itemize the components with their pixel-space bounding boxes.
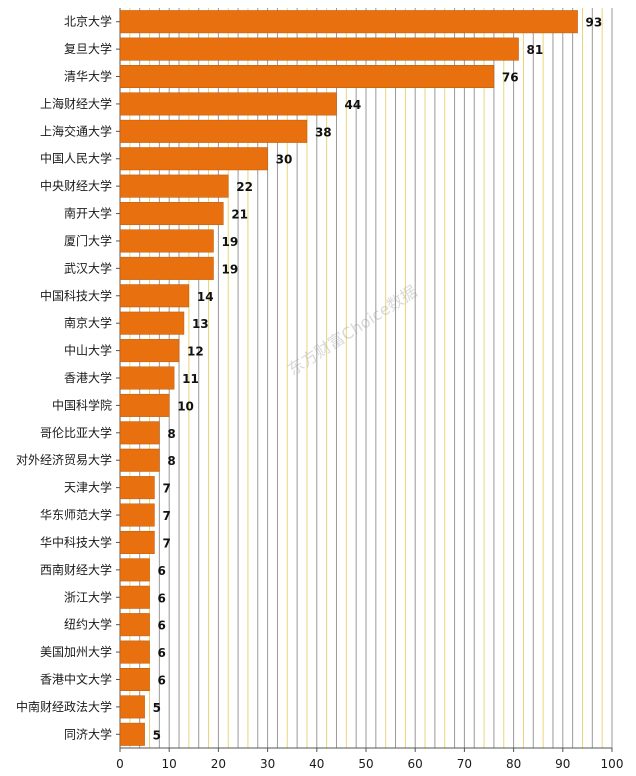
value-label: 38 — [315, 125, 332, 139]
value-label: 14 — [197, 290, 214, 304]
bar — [119, 393, 170, 417]
category-label: 对外经济贸易大学 — [16, 452, 112, 467]
category-label: 浙江大学 — [64, 589, 112, 604]
x-tick-label: 60 — [408, 757, 423, 771]
x-tick-label: 100 — [601, 757, 624, 771]
category-label: 上海财经大学 — [40, 96, 112, 111]
bar — [119, 695, 145, 719]
bar — [119, 174, 229, 198]
x-tick-label: 30 — [260, 757, 275, 771]
category-label: 华东师范大学 — [40, 507, 112, 522]
value-label: 76 — [502, 71, 519, 85]
bar — [119, 476, 155, 500]
value-label: 7 — [162, 482, 170, 496]
bar — [119, 585, 150, 609]
x-tick-label: 90 — [555, 757, 570, 771]
bar — [119, 92, 337, 116]
value-label: 19 — [221, 235, 238, 249]
x-tick-label: 70 — [457, 757, 472, 771]
value-label: 19 — [221, 262, 238, 276]
category-label: 南京大学 — [64, 315, 112, 330]
value-label: 7 — [162, 509, 170, 523]
value-label: 13 — [192, 317, 209, 331]
bar — [119, 119, 308, 143]
bar — [119, 448, 160, 472]
x-tick-label: 10 — [162, 757, 177, 771]
bar — [119, 558, 150, 582]
bar — [119, 311, 185, 335]
bar — [119, 65, 495, 89]
category-label: 武汉大学 — [64, 260, 112, 275]
value-label: 6 — [158, 673, 166, 687]
value-label: 6 — [158, 646, 166, 660]
category-label: 西南财经大学 — [40, 562, 112, 577]
value-label: 81 — [527, 43, 544, 57]
category-label: 复旦大学 — [64, 41, 112, 56]
bar — [119, 284, 190, 308]
bar — [119, 10, 578, 34]
category-label: 中国人民大学 — [40, 151, 112, 166]
value-label: 12 — [187, 345, 204, 359]
value-label: 22 — [236, 180, 253, 194]
value-label: 11 — [182, 372, 199, 386]
bar — [119, 421, 160, 445]
category-label: 中央财经大学 — [40, 178, 112, 193]
category-label: 北京大学 — [64, 14, 112, 29]
value-label: 6 — [158, 619, 166, 633]
category-label: 中山大学 — [64, 343, 112, 358]
bar — [119, 147, 268, 171]
bar — [119, 530, 155, 554]
category-label: 中南财经政法大学 — [16, 699, 112, 714]
bar — [119, 37, 519, 61]
bar — [119, 667, 150, 691]
value-label: 10 — [177, 399, 194, 413]
x-tick-label: 20 — [211, 757, 226, 771]
category-label: 中国科技大学 — [40, 288, 112, 303]
x-tick-label: 50 — [358, 757, 373, 771]
category-label: 天津大学 — [64, 480, 112, 495]
category-label: 美国加州大学 — [40, 644, 112, 659]
category-label: 香港中文大学 — [40, 671, 112, 686]
bar — [119, 503, 155, 527]
x-tick-label: 80 — [506, 757, 521, 771]
category-label: 华中科技大学 — [40, 534, 112, 549]
value-label: 30 — [276, 153, 293, 167]
value-label: 5 — [153, 728, 161, 742]
category-label: 中国科学院 — [52, 397, 112, 412]
category-label: 哥伦比亚大学 — [40, 425, 112, 440]
category-label: 南开大学 — [64, 206, 112, 221]
value-label: 8 — [167, 427, 175, 441]
value-label: 6 — [158, 564, 166, 578]
value-label: 7 — [162, 536, 170, 550]
x-tick-label: 0 — [116, 757, 124, 771]
category-label: 香港大学 — [64, 370, 112, 385]
value-label: 21 — [231, 208, 248, 222]
bar — [119, 202, 224, 226]
bar — [119, 722, 145, 746]
category-label: 清华大学 — [64, 69, 112, 84]
bar — [119, 640, 150, 664]
category-label: 同济大学 — [64, 726, 112, 741]
value-label: 8 — [167, 454, 175, 468]
bar — [119, 366, 175, 390]
bar — [119, 256, 214, 280]
category-label: 纽约大学 — [64, 617, 112, 632]
value-label: 6 — [158, 591, 166, 605]
value-label: 93 — [586, 16, 603, 30]
value-label: 5 — [153, 701, 161, 715]
value-label: 44 — [344, 98, 361, 112]
bar — [119, 613, 150, 637]
x-tick-label: 40 — [309, 757, 324, 771]
category-label: 上海交通大学 — [40, 123, 112, 138]
bar — [119, 339, 180, 363]
category-label: 厦门大学 — [64, 233, 112, 248]
bar — [119, 229, 214, 253]
